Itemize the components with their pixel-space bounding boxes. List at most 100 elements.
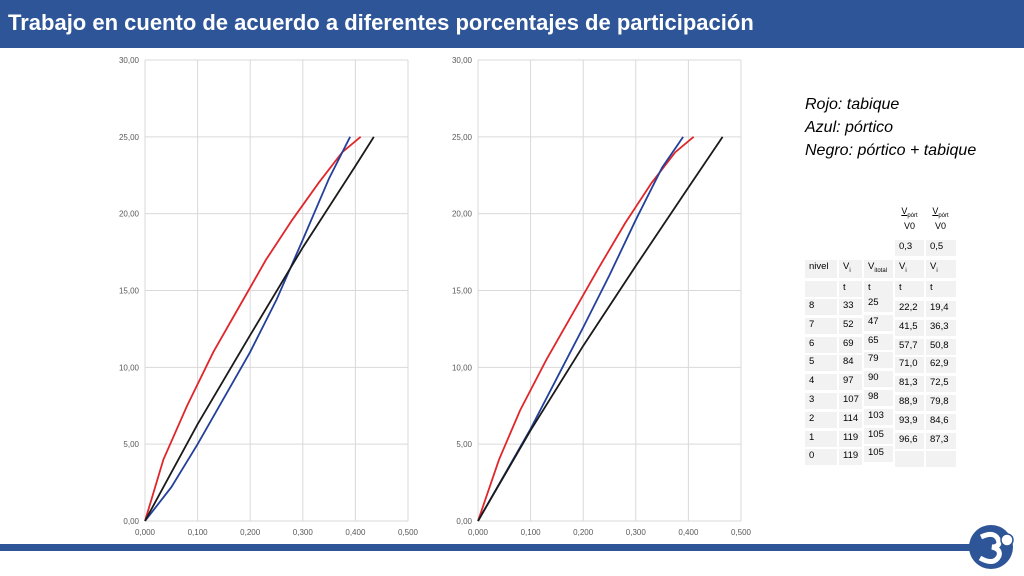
ratio-numerator-main: V [932,206,939,216]
x-tick-label: 0,400 [345,528,366,537]
x-tick-label: 0,200 [240,528,261,537]
y-tick-label: 15,00 [119,287,140,296]
table-cell: 57,7 [895,338,924,355]
y-tick-label: 30,00 [452,56,473,65]
y-tick-label: 25,00 [452,133,473,142]
column-header-sub: i [849,267,851,274]
table-cell: 93,9 [895,413,924,430]
table-cell: 5 [805,355,837,372]
table-cell: 2 [805,411,837,428]
unit-cell: t [926,281,956,297]
series-line-2 [144,136,375,522]
x-tick-label: 0,100 [521,528,542,537]
ratio-numerator: Vpórt [895,206,924,221]
table-cell: 36,3 [926,319,956,336]
unit-cell: t [839,281,862,297]
column-header: nivel [805,260,837,278]
unit-cell: t [895,281,924,297]
title-bar: Trabajo en cuento de acuerdo a diferente… [0,0,1024,48]
table-cell: 19,4 [926,301,956,317]
table-cell: 79 [864,352,893,369]
column-header-main: nivel [809,261,829,272]
column-header-sub: i [936,267,938,274]
table-cell: 105 [864,446,893,463]
table-cell [895,451,924,468]
chart-right-svg: 0,000 0,100 0,200 0,300 0,400 0,500 0,00 5,00 10… [452,56,752,537]
x-tick-label: 0,000 [468,528,489,537]
table-cell: 33 [839,299,862,315]
table-cell: 119 [839,430,862,447]
x-tick-label: 0,500 [731,528,752,537]
table-cell: 90 [864,371,893,388]
table-cell: 84 [839,355,862,372]
column-header-main: V [930,261,937,272]
x-tick-label: 0,300 [626,528,647,537]
x-tick-label: 0,400 [678,528,699,537]
table-cell: 4 [805,374,837,391]
table-cell: 119 [839,449,862,466]
table-cell: 8 [805,299,837,315]
column-header: Vi [839,260,862,278]
ratio-header: Vpórt V0 [895,206,924,231]
series-line-2 [477,136,724,522]
table-cell: 50,8 [926,338,956,355]
table-cell: 114 [839,411,862,428]
y-tick-label: 5,00 [456,440,472,449]
table-cell: 22,2 [895,301,924,317]
series-line-1 [144,136,351,522]
table-cell: 62,9 [926,357,956,374]
column-header-main: V [899,261,906,272]
y-tick-label: 20,00 [119,210,140,219]
ratio-numerator-sub: pórt [907,212,918,219]
column-header-main: V [868,261,875,272]
table-cell: 84,6 [926,413,956,430]
logo-icon [969,525,1014,569]
table-cell: 71,0 [895,357,924,374]
table-cell: 79,8 [926,395,956,411]
table-cell [926,451,956,468]
chart-left-svg: 0,000 0,100 0,200 0,300 0,400 0,500 0,00 5,00 10… [119,56,419,537]
legend: Rojo: tabique Azul: pórtico Negro: pórti… [805,93,976,162]
table-cell: 7 [805,317,837,334]
table-cell: 107 [839,393,862,409]
ratio-header: Vpórt V0 [926,206,955,231]
table-cell: 6 [805,336,837,353]
table-cell: 98 [864,390,893,406]
table-cell: 72,5 [926,376,956,393]
y-tick-label: 10,00 [119,363,140,372]
unit-cell: t [864,281,893,297]
table-cell: 105 [864,427,893,444]
footer-bar [0,544,975,551]
ratio-value: 0,3 [895,240,924,256]
table-cell: 87,3 [926,432,956,449]
table-cell: 88,9 [895,395,924,411]
column-header-main: V [843,261,850,272]
y-tick-label: 25,00 [119,133,140,142]
column-header-sub: itotal [874,267,888,274]
table-cell: 69 [839,336,862,353]
table-cell: 3 [805,393,837,409]
ratio-denominator: V0 [903,220,915,231]
table-cell: 65 [864,333,893,350]
y-tick-label: 5,00 [123,440,139,449]
y-tick-label: 20,00 [452,210,473,219]
page-title: Trabajo en cuento de acuerdo a diferente… [8,10,754,35]
x-tick-label: 0,300 [293,528,314,537]
table-cell: 1 [805,430,837,447]
x-tick-label: 0,000 [135,528,156,537]
legend-blue: Azul: pórtico [805,119,894,136]
column-header: Vi [926,260,956,278]
column-header: Vitotal [864,260,893,278]
x-tick-label: 0,100 [188,528,209,537]
y-tick-label: 15,00 [452,287,473,296]
series-line-1 [477,136,684,522]
series-line-0 [477,136,695,522]
table-cell: 47 [864,314,893,331]
table-cell: 97 [839,374,862,391]
y-tick-label: 10,00 [452,363,473,372]
y-tick-label: 0,00 [123,517,139,526]
table-cell: 103 [864,408,893,425]
legend-black: Negro: pórtico + tabique [805,142,977,159]
chart-right: 0,000 0,100 0,200 0,300 0,400 0,500 0,00 5,00 10… [433,50,758,542]
ratio-value: 0,5 [926,240,956,256]
